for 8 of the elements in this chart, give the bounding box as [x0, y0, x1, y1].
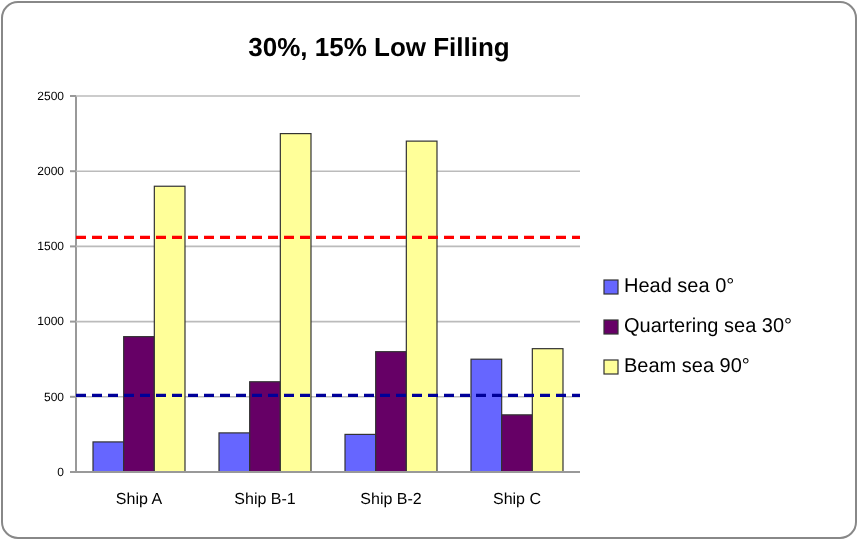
x-tick-label: Ship A — [115, 490, 164, 508]
legend-label: Quartering sea 30° — [624, 316, 793, 338]
x-tick-label: Ship B-1 — [234, 490, 297, 508]
legend-label: Beam sea 90° — [624, 356, 750, 378]
x-tick-label: Ship B-2 — [360, 490, 423, 508]
x-tick-label: Ship C — [492, 490, 542, 508]
chart-title: 30%, 15% Low Filling — [248, 32, 510, 62]
legend-label: Head sea 0° — [624, 276, 735, 298]
